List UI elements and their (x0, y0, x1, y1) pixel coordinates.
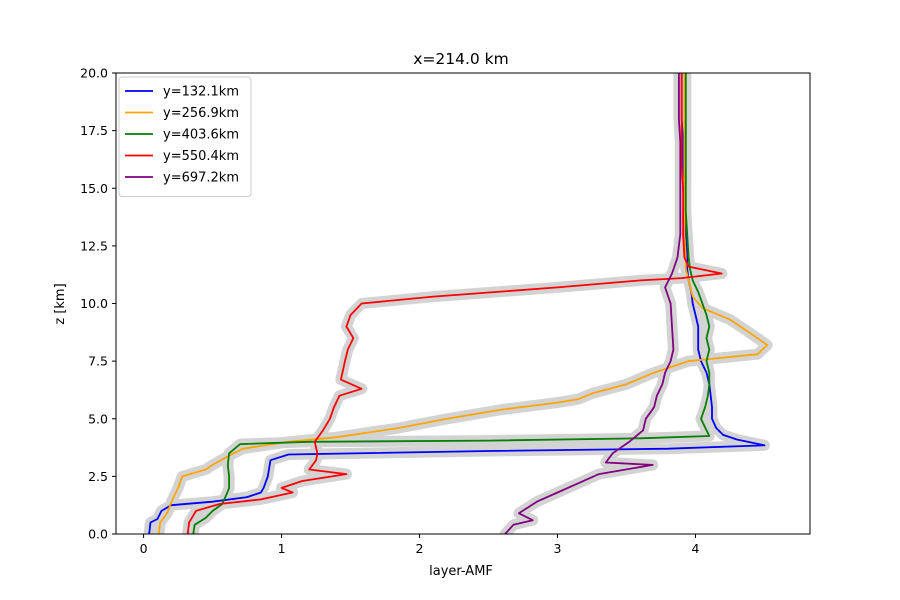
y-tick-label: 7.5 (88, 354, 108, 369)
legend: y=132.1km y=256.9km y=403.6km y=550.4km y=69… (118, 76, 252, 197)
x-tick-label: 1 (278, 541, 286, 556)
y-axis: 0.0 2.5 5.0 7.5 10.0 12.5 15.0 17.5 20.0 (80, 66, 116, 542)
series-line-1 (148, 73, 766, 534)
legend-box (118, 76, 252, 197)
y-tick-label: 17.5 (80, 123, 108, 138)
series-line-3 (192, 73, 711, 534)
legend-label-3: y=403.6km (163, 128, 239, 143)
legend-label-4: y=550.4km (163, 149, 239, 164)
y-tick-label: 0.0 (88, 527, 108, 542)
chart-title: x=214.0 km (413, 50, 509, 68)
series-lines (148, 73, 769, 534)
y-tick-label: 2.5 (88, 469, 108, 484)
y-tick-label: 20.0 (80, 66, 108, 81)
x-tick-label: 4 (692, 541, 700, 556)
x-tick-label: 3 (554, 541, 562, 556)
legend-label-5: y=697.2km (163, 171, 239, 186)
x-tick-label: 2 (416, 541, 424, 556)
series-line-5 (504, 73, 682, 534)
legend-label-1: y=132.1km (163, 85, 239, 100)
y-tick-label: 15.0 (80, 181, 108, 196)
y-tick-label: 10.0 (80, 296, 108, 311)
series-line-2 (157, 73, 769, 534)
y-tick-label: 12.5 (80, 238, 108, 253)
y-axis-label: z [km] (53, 283, 68, 324)
legend-label-2: y=256.9km (163, 106, 239, 121)
x-axis: 0 1 2 3 4 (140, 534, 700, 556)
y-tick-label: 5.0 (88, 411, 108, 426)
series-line-4 (186, 73, 723, 534)
x-axis-label: layer-AMF (429, 564, 493, 579)
x-tick-label: 0 (140, 541, 148, 556)
